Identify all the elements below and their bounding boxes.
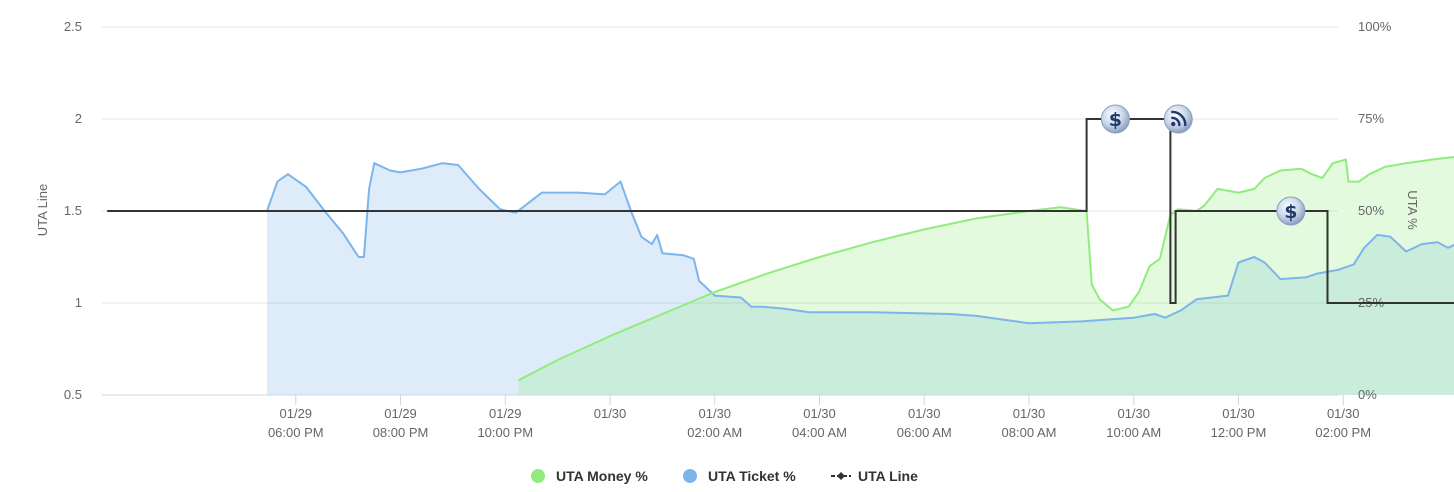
dollar-icon[interactable]: $ (1100, 104, 1130, 134)
x-tick-date: 01/29 (280, 406, 313, 421)
x-tick-time: 12:00 PM (1211, 425, 1267, 440)
right-tick-label: 100% (1358, 19, 1392, 34)
x-tick-date: 01/30 (803, 406, 836, 421)
uta-ticket-line (266, 162, 1454, 325)
uta-line-path (107, 118, 1454, 304)
x-tick-time: 10:00 AM (1106, 425, 1161, 440)
uta-money-line (517, 156, 1454, 382)
dollar-icon[interactable]: $ (1276, 196, 1306, 226)
uta-money-area (518, 157, 1454, 395)
x-tick-time: 08:00 AM (1002, 425, 1057, 440)
x-tick-date: 01/29 (384, 406, 417, 421)
legend[interactable]: UTA Money % UTA Ticket % UTA Line (531, 468, 918, 484)
legend-label: UTA Line (858, 468, 918, 484)
x-tick-date: 01/30 (698, 406, 731, 421)
x-tick-date: 01/29 (489, 406, 522, 421)
left-tick-label: 2 (75, 111, 82, 126)
uta-ticket-area (267, 163, 1454, 395)
legend-label: UTA Ticket % (708, 468, 796, 484)
x-tick-date: 01/30 (1327, 406, 1360, 421)
x-tick-time: 02:00 PM (1315, 425, 1371, 440)
legend-item-uta-money[interactable]: UTA Money % (531, 468, 648, 484)
legend-label: UTA Money % (556, 468, 648, 484)
right-tick-label: 75% (1358, 111, 1384, 126)
x-tick-date: 01/30 (1222, 406, 1255, 421)
x-tick-time: 02:00 AM (687, 425, 742, 440)
x-tick-time: 08:00 PM (373, 425, 429, 440)
x-tick-date: 01/30 (594, 406, 627, 421)
left-tick-label: 0.5 (64, 387, 82, 402)
right-axis-title: UTA % (1405, 190, 1420, 230)
right-tick-label: 0% (1358, 387, 1377, 402)
area-series (266, 156, 1454, 395)
x-tick-date: 01/30 (1117, 406, 1150, 421)
line-series (107, 118, 1454, 304)
legend-symbol (683, 469, 697, 483)
flag-markers[interactable]: $$ (1100, 104, 1306, 226)
left-axis-title: UTA Line (35, 184, 50, 237)
x-tick-date: 01/30 (1013, 406, 1046, 421)
left-tick-label: 1.5 (64, 203, 82, 218)
svg-text:$: $ (1109, 109, 1122, 131)
left-tick-label: 1 (75, 295, 82, 310)
left-axis: 2.5 2 1.5 1 0.5 (64, 19, 82, 402)
x-tick-time: 04:00 AM (792, 425, 847, 440)
rss-icon[interactable] (1163, 104, 1193, 134)
legend-marker (837, 472, 845, 480)
legend-item-uta-ticket[interactable]: UTA Ticket % (683, 468, 796, 484)
svg-text:$: $ (1284, 201, 1297, 223)
legend-symbol (531, 469, 545, 483)
x-tick-time: 10:00 PM (477, 425, 533, 440)
x-tick-time: 06:00 PM (268, 425, 324, 440)
x-tick-time: 06:00 AM (897, 425, 952, 440)
x-tick-date: 01/30 (908, 406, 941, 421)
right-tick-label: 50% (1358, 203, 1384, 218)
x-axis: 01/29 06:00 PM 01/29 08:00 PM 01/29 10:00 PM 0… (102, 394, 1371, 440)
legend-item-uta-line[interactable]: UTA Line (831, 468, 918, 484)
left-tick-label: 2.5 (64, 19, 82, 34)
